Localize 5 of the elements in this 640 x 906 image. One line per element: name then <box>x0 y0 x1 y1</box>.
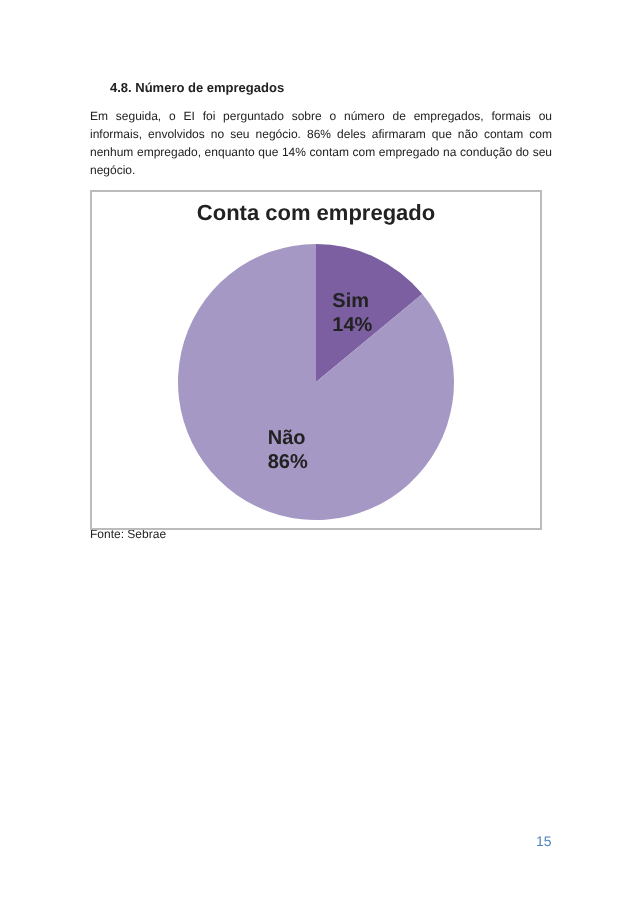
chart-title: Conta com empregado <box>194 202 438 226</box>
data-label: 14% <box>332 314 373 337</box>
slice-label: Sim <box>332 290 370 313</box>
data-label: 86% <box>267 452 308 475</box>
slice-label: Não <box>267 428 306 451</box>
